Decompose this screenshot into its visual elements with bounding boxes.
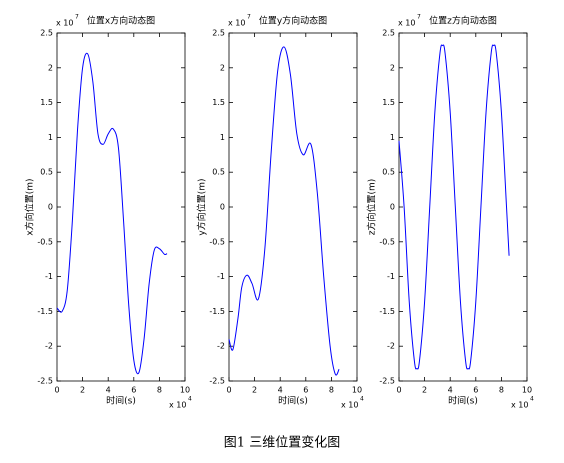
x-tick-label: 4: [278, 386, 283, 395]
y-tick-label: 2: [220, 63, 225, 72]
y-tick-label: 0: [220, 203, 225, 212]
data-line: [56, 52, 168, 375]
y-tick-label: 1.5: [40, 98, 53, 107]
x-tick-label: 8: [157, 386, 162, 395]
x-scale-exponent: 4: [360, 396, 364, 403]
y-scale-exponent: 7: [417, 14, 421, 21]
y-tick-label: -2: [45, 342, 53, 351]
y-scale-exponent: 7: [247, 14, 251, 21]
figure-caption: 图1 三维位置变化图: [224, 435, 340, 451]
y-tick-label: -1: [387, 272, 395, 281]
data-line: [398, 44, 510, 370]
y-tick-label: -1: [217, 272, 225, 281]
y-tick-label: -1.5: [379, 307, 395, 316]
y-tick-label: -2: [387, 342, 395, 351]
x-axis-label: 时间(s): [106, 395, 136, 407]
x-scale-exponent: 4: [188, 396, 192, 403]
y-tick-label: 2.5: [40, 29, 53, 38]
y-tick-label: -0.5: [37, 237, 53, 246]
y-tick-label: -2.5: [37, 377, 53, 386]
y-tick-label: 2.5: [212, 29, 225, 38]
x-tick-label: 8: [329, 386, 334, 395]
x-tick-label: 6: [473, 386, 478, 395]
y-tick-label: -2.5: [379, 377, 395, 386]
x-scale-exponent: 4: [530, 396, 534, 403]
x-tick-label: 10: [352, 386, 362, 395]
x-tick-label: 4: [448, 386, 453, 395]
y-axis-label: x方向位置(m): [24, 178, 36, 235]
x-axis-label: 时间(s): [448, 395, 478, 407]
x-tick-label: 0: [396, 386, 401, 395]
y-tick-label: -1.5: [209, 307, 225, 316]
plot-box: [398, 32, 528, 382]
y-tick-label: 0.5: [40, 168, 53, 177]
chart-title: 位置z方向动态图: [429, 15, 497, 27]
x-tick-label: 0: [226, 386, 231, 395]
y-tick-label: 1: [48, 133, 53, 142]
x-tick-label: 6: [131, 386, 136, 395]
x-tick-label: 0: [54, 386, 59, 395]
x-tick-label: 2: [422, 386, 427, 395]
x-tick-label: 2: [80, 386, 85, 395]
y-tick-label: -0.5: [209, 237, 225, 246]
x-tick-label: 4: [106, 386, 111, 395]
x-tick-label: 8: [499, 386, 504, 395]
y-scale-label: x 10: [56, 19, 73, 28]
plot-box: [228, 32, 358, 382]
y-tick-label: 2: [390, 63, 395, 72]
chart-title: 位置x方向动态图: [87, 15, 155, 27]
x-scale-label: x 10: [341, 401, 358, 410]
y-axis-label: y方向位置(m): [196, 178, 208, 235]
y-tick-label: -2.5: [209, 377, 225, 386]
y-tick-label: -2: [217, 342, 225, 351]
y-tick-label: -0.5: [379, 237, 395, 246]
x-scale-label: x 10: [511, 401, 528, 410]
y-tick-label: -1.5: [37, 307, 53, 316]
y-tick-label: 1: [390, 133, 395, 142]
x-tick-label: 10: [180, 386, 190, 395]
x-axis-label: 时间(s): [278, 395, 308, 407]
x-tick-label: 6: [303, 386, 308, 395]
y-tick-label: 0.5: [212, 168, 225, 177]
y-tick-label: 1.5: [382, 98, 395, 107]
y-scale-exponent: 7: [75, 14, 79, 21]
x-tick-label: 10: [522, 386, 532, 395]
y-scale-label: x 10: [228, 19, 245, 28]
x-scale-label: x 10: [169, 401, 186, 410]
y-tick-label: 1.5: [212, 98, 225, 107]
y-tick-label: 1: [220, 133, 225, 142]
y-tick-label: -1: [45, 272, 53, 281]
plot-box: [56, 32, 186, 382]
chart-title: 位置y方向动态图: [259, 15, 327, 27]
y-axis-label: z方向位置(m): [366, 179, 378, 236]
y-tick-label: 2.5: [382, 29, 395, 38]
y-scale-label: x 10: [398, 19, 415, 28]
data-line: [228, 46, 340, 376]
y-tick-label: 0: [390, 203, 395, 212]
x-tick-label: 2: [252, 386, 257, 395]
y-tick-label: 2: [48, 63, 53, 72]
y-tick-label: 0.5: [382, 168, 395, 177]
y-tick-label: 0: [48, 203, 53, 212]
